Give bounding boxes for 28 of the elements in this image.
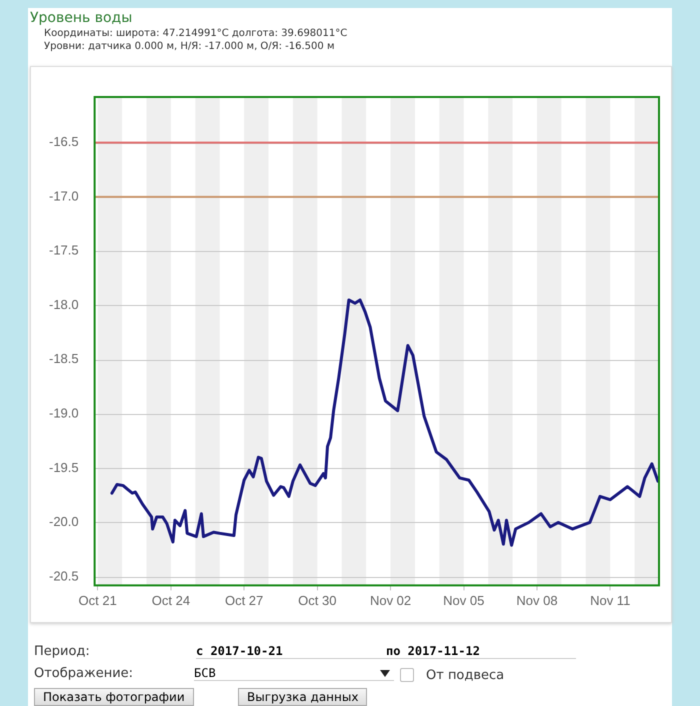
text: Выгрузка данных: [238, 688, 368, 706]
x-tick-label: Oct 30: [298, 592, 336, 608]
text: Отображение:: [34, 666, 134, 681]
x-tick-label: Oct 21: [78, 592, 117, 608]
text: по 2017-11-12: [386, 644, 576, 659]
y-tick-label: -17.5: [48, 242, 79, 258]
y-tick-label: -19.0: [48, 405, 79, 420]
text: От подвеса: [426, 668, 504, 683]
text: Период:: [34, 644, 90, 659]
y-tick-label: -20.5: [48, 568, 79, 584]
text: БСВ: [194, 666, 394, 681]
y-tick-label: -19.5: [48, 460, 79, 475]
x-tick-label: Nov 11: [590, 592, 630, 608]
text: Уровни: датчика 0.000 м, Н/Я: -17.000 м, О/Я: -16.500 м: [44, 41, 334, 52]
x-tick-label: Nov 02: [370, 592, 412, 608]
y-tick-label: -18.0: [48, 296, 79, 312]
x-tick-label: Nov 05: [443, 592, 484, 608]
text: с 2017-10-21: [196, 644, 386, 659]
y-tick-label: -17.0: [48, 188, 79, 204]
y-tick-label: -20.0: [48, 514, 79, 530]
chart-title: Уровень воды: [30, 10, 132, 26]
text: Координаты: широта: 47.214991°C долгота: 39.698011°C: [44, 28, 348, 39]
y-tick-label: -18.5: [48, 351, 79, 366]
y-tick-label: -16.5: [48, 134, 79, 150]
x-tick-label: Nov 08: [516, 592, 558, 608]
x-tick-label: Oct 27: [224, 592, 264, 608]
x-tick-label: Oct 24: [152, 592, 190, 608]
text: Показать фотографии: [34, 688, 194, 706]
